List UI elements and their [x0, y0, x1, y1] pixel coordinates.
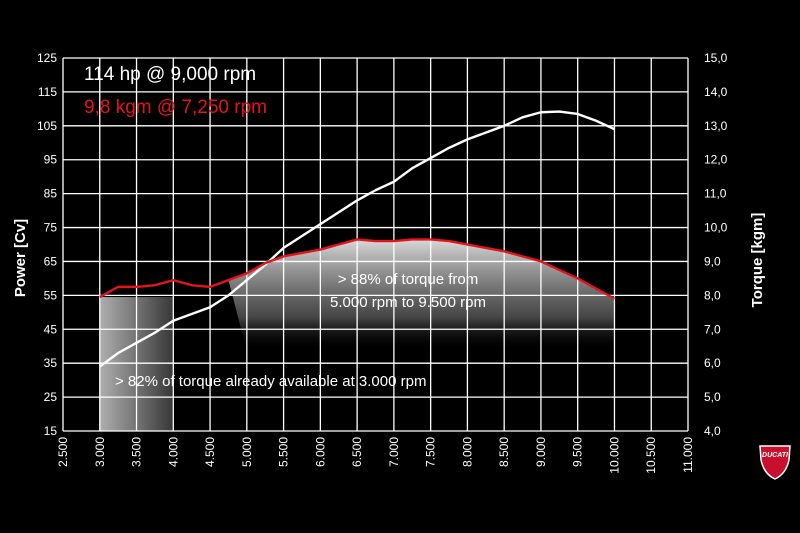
left-axis-title: Power [Cv]: [12, 219, 29, 297]
left-tick-label: 105: [37, 119, 57, 133]
logo-text: DUCATI: [762, 452, 789, 459]
left-tick-label: 45: [44, 322, 58, 336]
x-tick-label: 8.500: [497, 437, 511, 467]
x-tick-label: 7.000: [387, 437, 401, 467]
right-tick-label: 10,0: [704, 221, 728, 235]
annotations: > 88% of torque from 5.000 rpm to 9.500 r…: [115, 271, 486, 390]
right-tick-label: 13,0: [704, 119, 728, 133]
x-tick-label: 4.500: [203, 437, 217, 467]
left-tick-label: 125: [37, 51, 57, 65]
x-axis-ticks: 2.500 3.000 3.500 4.000 4.500 5.000 5.500 6.000…: [56, 437, 695, 474]
torque-curve: [99, 238, 616, 300]
headline-torque: 9,8 kgm @ 7,250 rpm: [84, 97, 267, 118]
x-tick-label: 2.500: [56, 437, 70, 467]
left-tick-label: 35: [44, 356, 58, 370]
right-tick-label: 11,0: [704, 187, 727, 201]
x-tick-label: 8.000: [460, 437, 474, 467]
x-tick-label: 11.000: [681, 437, 695, 473]
x-tick-label: 4.000: [166, 437, 180, 467]
x-tick-label: 6.500: [350, 437, 364, 467]
headline-power: 114 hp @ 9,000 rpm: [84, 64, 256, 85]
right-tick-label: 9,0: [704, 254, 721, 268]
left-tick-label: 85: [44, 187, 58, 201]
x-tick-label: 9.000: [534, 437, 548, 467]
right-axis-title: Torque [kgm]: [749, 213, 766, 308]
series-lines: [99, 110, 616, 368]
x-tick-label: 3.000: [93, 437, 107, 467]
chart-grid: [62, 57, 689, 432]
right-tick-label: 12,0: [704, 153, 728, 167]
ducati-logo: DUCATI: [759, 445, 791, 480]
x-tick-label: 9.500: [571, 437, 585, 467]
left-tick-label: 75: [44, 221, 58, 235]
right-tick-label: 14,0: [704, 85, 728, 99]
ducati-shield-icon: [759, 445, 791, 480]
x-tick-label: 10.000: [607, 437, 621, 474]
right-tick-label: 6,0: [704, 356, 721, 370]
x-tick-label: 5.000: [240, 437, 254, 467]
left-tick-label: 115: [38, 85, 57, 99]
annotation-82-percent: > 82% of torque already available at 3.0…: [115, 373, 426, 390]
left-tick-label: 15: [44, 424, 58, 438]
annotation-88-percent: > 88% of torque from 5.000 rpm to 9.500 r…: [330, 271, 486, 311]
right-tick-label: 4,0: [704, 424, 721, 438]
right-tick-label: 7,0: [704, 322, 721, 336]
left-axis-ticks: 15 25 35 45 55 65 75 85 95 105 115 125: [37, 51, 57, 438]
x-tick-label: 3.500: [130, 437, 144, 467]
left-tick-label: 95: [44, 153, 58, 167]
right-tick-label: 5,0: [704, 390, 721, 404]
left-tick-label: 25: [44, 390, 58, 404]
x-tick-label: 6.000: [313, 437, 327, 467]
power-curve: [99, 110, 615, 368]
x-tick-label: 10.500: [644, 437, 658, 474]
x-tick-label: 7.500: [424, 437, 438, 467]
left-tick-label: 65: [44, 254, 58, 268]
right-tick-label: 15,0: [704, 51, 728, 65]
right-axis-ticks: 4,0 5,0 6,0 7,0 8,0 9,0 10,0 11,0 12,0 13,0 14,0 15…: [704, 51, 728, 438]
x-tick-label: 5.500: [277, 437, 291, 467]
left-tick-label: 55: [44, 288, 58, 302]
right-tick-label: 8,0: [704, 288, 721, 302]
